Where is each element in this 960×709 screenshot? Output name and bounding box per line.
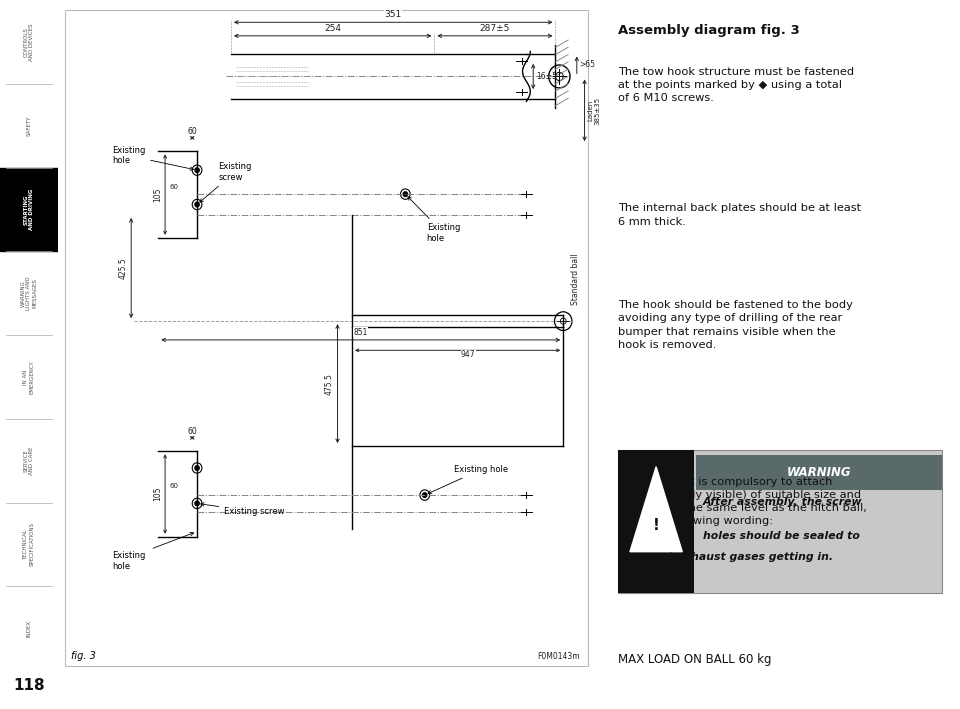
Text: >65: >65 <box>580 60 596 69</box>
Text: After assembly, the screw: After assembly, the screw <box>703 497 863 507</box>
Text: 475.5: 475.5 <box>324 373 334 395</box>
Text: The internal back plates should be at least
6 mm thick.: The internal back plates should be at le… <box>618 203 861 227</box>
Circle shape <box>195 501 199 506</box>
Bar <box>0 167 58 251</box>
Text: Existing hole: Existing hole <box>428 465 508 493</box>
Text: Existing
hole: Existing hole <box>111 552 145 571</box>
Bar <box>618 450 694 593</box>
Text: 60: 60 <box>169 483 179 489</box>
Text: TECHNICAL
SPECIFICATIONS: TECHNICAL SPECIFICATIONS <box>23 523 35 566</box>
Text: Existing
screw: Existing screw <box>200 162 252 202</box>
Text: 287±5: 287±5 <box>480 23 510 33</box>
Text: prevent exhaust gases getting in.: prevent exhaust gases getting in. <box>625 552 832 562</box>
Text: Laden
385±35: Laden 385±35 <box>588 96 600 125</box>
Text: STARTING
AND DRIVING: STARTING AND DRIVING <box>23 189 35 230</box>
Circle shape <box>195 168 199 172</box>
Text: CONTROLS
AND DEVICES: CONTROLS AND DEVICES <box>23 23 35 61</box>
Text: fig. 3: fig. 3 <box>71 651 96 661</box>
Text: 351: 351 <box>385 10 402 19</box>
Text: WARNING
LIGHTS AND
MESSAGES: WARNING LIGHTS AND MESSAGES <box>20 277 37 310</box>
Text: SAFETY: SAFETY <box>26 116 32 136</box>
Text: F0M0143m: F0M0143m <box>537 652 580 661</box>
Text: 425.5: 425.5 <box>118 257 128 279</box>
Text: The tow hook structure must be fastened
at the points marked by ◆ using a total
: The tow hook structure must be fastened … <box>618 67 853 104</box>
Text: MAX LOAD ON BALL 60 kg: MAX LOAD ON BALL 60 kg <box>618 654 771 666</box>
Text: Existing screw: Existing screw <box>201 503 285 516</box>
Text: 118: 118 <box>13 678 44 693</box>
Circle shape <box>403 192 407 196</box>
Text: INDEX: INDEX <box>26 620 32 637</box>
Text: 105: 105 <box>154 187 162 202</box>
Text: IN AN
EMERGENCY: IN AN EMERGENCY <box>23 360 35 393</box>
Bar <box>618 450 942 593</box>
Circle shape <box>422 493 427 497</box>
Text: IMPORTANT It is compulsory to attach
a label (plainly visible) of suitable size : IMPORTANT It is compulsory to attach a l… <box>618 476 867 526</box>
Bar <box>696 455 942 490</box>
Text: Standard ball: Standard ball <box>571 254 581 306</box>
Text: The hook should be fastened to the body
avoiding any type of drilling of the rea: The hook should be fastened to the body … <box>618 300 852 350</box>
Text: Assembly diagram fig. 3: Assembly diagram fig. 3 <box>618 23 800 37</box>
Polygon shape <box>630 467 683 552</box>
Text: 254: 254 <box>324 23 341 33</box>
Text: 60: 60 <box>169 184 179 190</box>
Text: 105: 105 <box>154 487 162 501</box>
Text: 851: 851 <box>353 328 368 337</box>
Text: 60: 60 <box>187 127 197 136</box>
Text: 16±5: 16±5 <box>536 72 557 81</box>
Text: Existing
hole: Existing hole <box>111 146 193 170</box>
Text: !: ! <box>653 518 660 532</box>
Circle shape <box>195 202 199 207</box>
Text: WARNING: WARNING <box>787 467 852 479</box>
Text: 60: 60 <box>187 427 197 436</box>
Text: Existing
hole: Existing hole <box>408 197 460 242</box>
Text: 947: 947 <box>461 350 475 359</box>
Text: holes should be sealed to: holes should be sealed to <box>703 531 860 542</box>
Text: SERVICE
AND CARE: SERVICE AND CARE <box>23 447 35 475</box>
Circle shape <box>195 466 199 470</box>
